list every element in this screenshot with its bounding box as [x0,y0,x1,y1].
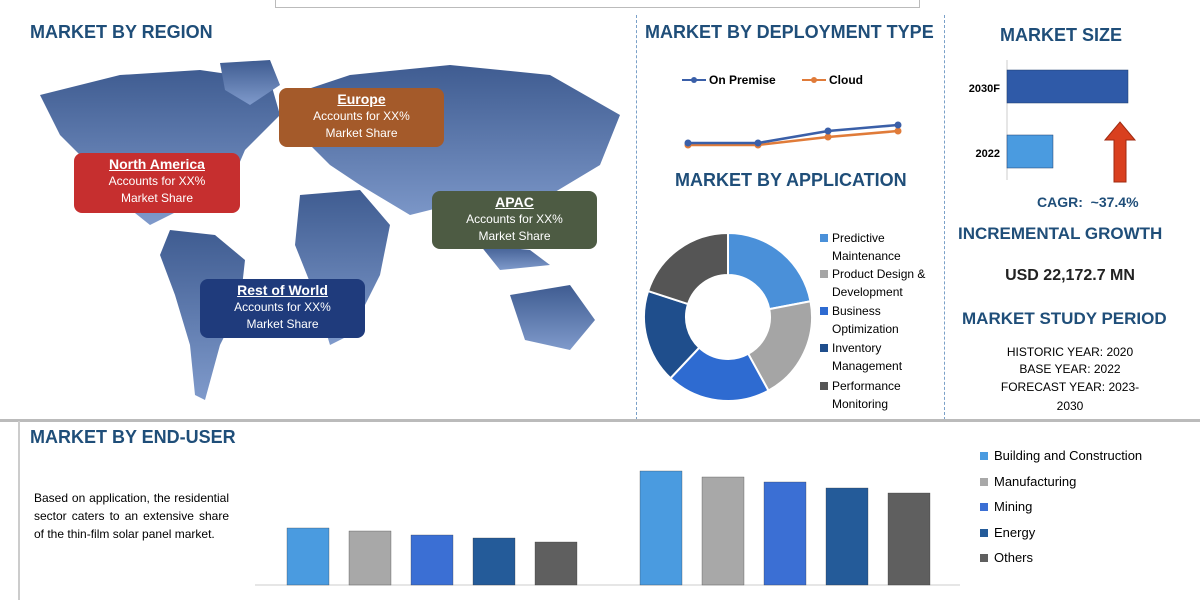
legend-marker [811,77,817,83]
legend-label: Energy [994,524,1036,540]
legend-item: Mining [980,498,1032,516]
legend-label: Building and Construction [994,448,1143,463]
region-box-rest-of-world: Rest of World Accounts for XX% Market Sh… [200,279,365,338]
category-label: 2022 [976,148,1000,160]
incremental-growth-value: USD 22,172.7 MN [1005,267,1135,284]
legend-swatch [980,452,988,460]
region-title: MARKET BY REGION [30,22,213,42]
bar-building-and-construction [286,527,330,586]
bar-others [534,541,578,586]
data-point [684,139,692,147]
bar-manufacturing [348,530,392,586]
legend-label: Inventory Management [832,341,903,373]
bar-2030F [1006,69,1129,104]
data-point [894,121,902,129]
legend-swatch [820,307,828,315]
legend-label: Predictive Maintenance [832,231,901,263]
forecast-year: FORECAST YEAR: 2023- [1000,380,1140,394]
bar-mining [763,481,807,586]
legend-label: Manufacturing [994,473,1077,489]
divider [944,15,945,420]
legend-swatch [980,477,988,486]
legend-label: Business Optimization [832,304,899,336]
market-size-title: MARKET SIZE [1000,25,1123,45]
section-divider [0,419,1200,422]
application-donut-chart [643,231,813,402]
study-period-title: MARKET STUDY PERIOD [962,309,1167,328]
legend-item: Manufacturing [980,473,1076,491]
bar-energy [825,487,869,586]
continent-greenland [220,60,280,105]
series-line [688,129,899,147]
data-point [894,127,902,135]
legend-swatch [820,344,828,352]
legend-swatch [820,270,828,278]
legend-swatch [980,554,988,562]
legend-swatch [820,234,828,242]
legend-label: Mining [994,499,1033,514]
end-user-bar-chart [255,470,960,586]
legend-swatch [820,382,828,390]
bar-energy [472,537,516,586]
bar-2022 [1006,134,1054,169]
continent-indonesia [480,245,550,270]
donut-slice [727,231,812,311]
series-line [688,123,899,145]
legend-item: Performance Monitoring [820,377,940,413]
deployment-title: MARKET BY DEPLOYMENT TYPE [645,22,934,42]
historic-year: HISTORIC YEAR: 2020 [1006,345,1134,359]
bar-manufacturing [701,476,745,586]
legend-swatch [980,503,988,511]
end-user-title: MARKET BY END-USER [30,427,236,447]
continent-australia [510,285,595,350]
legend-item: Others [980,549,1033,567]
bar-mining [410,534,454,586]
legend-item: Product Design & Development [820,265,940,301]
legend-label-1: Cloud [829,73,863,87]
divider [636,15,637,420]
end-user-description: Based on application, the residential se… [34,491,229,541]
cagr: CAGR: ~37.4% [1037,194,1139,210]
application-title: MARKET BY APPLICATION [675,170,907,190]
base-year: BASE YEAR: 2022 [1019,362,1121,376]
legend-item: Predictive Maintenance [820,229,940,265]
legend-item: Energy [980,524,1035,542]
legend-label: Performance Monitoring [832,379,901,411]
region-box-apac: APAC Accounts for XX% Market Share [432,191,597,249]
donut-slice [646,231,729,306]
legend-marker [691,77,697,83]
data-point [824,133,832,141]
forecast-year-end: 2030 [1056,399,1084,413]
top-frame [275,0,920,8]
market-size-chart: 2030F 2022 [969,60,1137,183]
incremental-growth-title: INCREMENTAL GROWTH [958,224,1163,243]
data-point [754,139,762,147]
legend-item: Building and Construction [980,447,1142,465]
legend-item: Business Optimization [820,302,940,338]
bar-others [887,492,931,586]
legend-swatch [980,528,988,537]
bar-building-and-construction [639,470,683,586]
legend-label: Product Design & Development [832,267,926,299]
category-label: 2030F [969,83,1000,95]
region-box-north-america: North America Accounts for XX% Market Sh… [74,153,240,213]
section-left-border [18,421,20,600]
legend-label-0: On Premise [709,73,776,87]
region-box-europe: Europe Accounts for XX% Market Share [279,88,444,147]
legend-label: Others [994,550,1034,565]
data-point [824,127,832,135]
legend-item: Inventory Management [820,339,940,375]
deployment-line-chart: On Premise Cloud [682,73,902,149]
growth-arrow-icon [1103,121,1137,183]
